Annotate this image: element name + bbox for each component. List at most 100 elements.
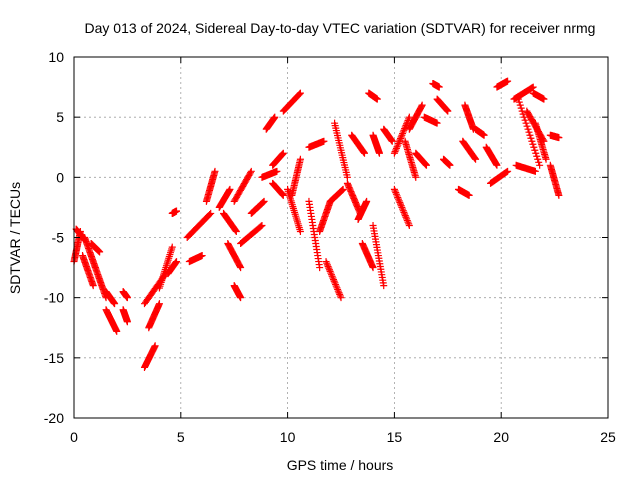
data-point [296,89,304,97]
data-point [392,144,400,152]
data-point [540,95,548,103]
data-point [393,143,401,151]
data-point [536,161,544,169]
series-arc36 [316,197,334,235]
data-point [333,284,341,292]
data-point [405,220,413,228]
data-point [322,258,330,266]
series-arc08 [102,306,121,335]
data-point [393,192,401,200]
series-arc22 [224,240,245,272]
data-point [328,272,336,280]
data-point [535,158,543,166]
data-point [400,208,408,216]
data-point [394,194,402,202]
data-point [392,190,400,198]
data-point [325,266,333,274]
data-point [260,197,268,205]
series-arc55 [433,95,452,115]
data-point [403,215,411,223]
data-point [273,167,281,175]
data-point [258,221,266,229]
series-arc12 [140,270,170,308]
series-arc29 [269,149,287,169]
data-point [397,202,405,210]
data-point [325,264,333,272]
data-point [399,205,407,213]
data-point [531,146,539,154]
data-point [397,134,405,142]
data-point [395,138,403,146]
data-point [398,131,406,139]
y-tick-label: -15 [44,350,64,366]
data-point [336,290,344,298]
series-arc44 [365,89,381,103]
data-point [528,137,536,145]
series-arc31 [269,179,287,199]
data-point [392,189,400,197]
data-point [395,197,403,205]
data-point [524,125,532,133]
series-arc10 [119,306,131,326]
data-point [403,217,411,225]
data-point [532,149,540,157]
x-tick-label: 25 [600,429,616,445]
series-arc51 [405,101,426,133]
data-point [504,167,512,175]
series-arc28 [262,113,279,133]
series-arc57 [454,185,473,199]
data-point [391,148,399,156]
data-point [316,264,324,272]
chart-title: Day 013 of 2024, Sidereal Day-to-day VTE… [85,20,596,36]
series-arc06 [91,264,110,302]
data-point [433,119,441,127]
data-point [206,211,214,219]
data-point [390,149,398,157]
data-point [296,227,304,235]
data-point [533,152,541,160]
data-point [226,185,234,193]
data-point [155,300,163,308]
y-tick-label: -5 [52,230,65,246]
data-point [339,185,347,193]
data-point [296,155,304,163]
data-point [515,98,523,106]
data-point [412,173,420,181]
data-point [123,318,131,326]
data-point [332,281,340,289]
series-arc69 [531,119,550,163]
data-point [529,83,537,91]
data-point [422,161,430,169]
data-point [327,271,335,279]
series-arc56 [440,155,454,169]
series-arc14 [155,243,176,292]
data-point [516,101,524,109]
data-point [330,277,338,285]
data-point [335,289,343,297]
data-point [392,146,400,154]
grid-lines [74,57,608,418]
data-point [444,107,452,115]
data-point [247,169,255,177]
data-point [296,90,304,98]
series-arc27 [258,167,281,181]
data-point [334,285,342,293]
data-point [360,149,368,157]
data-point [480,131,488,139]
series-arc18 [183,209,215,241]
data-point [334,287,342,295]
data-point [394,141,402,149]
data-point [232,227,240,235]
series-arc09 [119,288,131,302]
series-arc11 [140,342,159,371]
data-point [373,95,381,103]
data-point [327,269,335,277]
series-arc42 [354,197,371,223]
x-tick-label: 10 [280,429,296,445]
series-arc53 [420,113,441,127]
series-arc25 [237,221,266,248]
series-arc16 [168,207,181,217]
series-arc30 [279,89,304,115]
data-point [402,213,410,221]
data-point [257,222,265,230]
